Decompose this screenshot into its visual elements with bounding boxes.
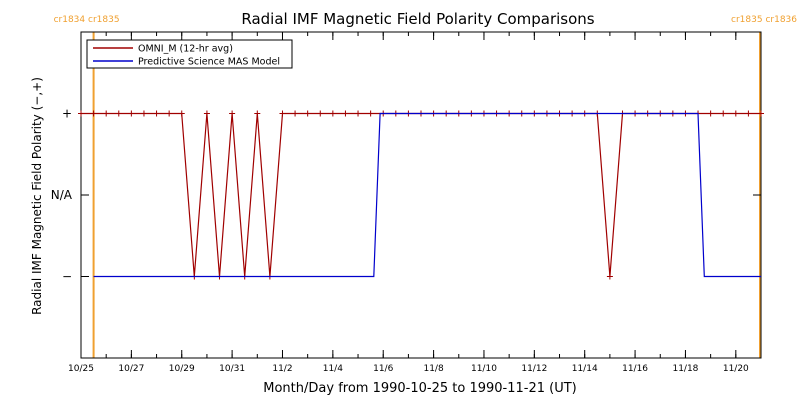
series-0-point-12	[229, 110, 236, 117]
series-0-point-50	[707, 110, 714, 117]
series-0-point-17	[292, 110, 299, 117]
x-tick-label: 11/16	[622, 364, 648, 374]
series-0-point-5	[140, 110, 147, 117]
series-0-point-53	[745, 110, 752, 117]
series-0-point-6	[153, 110, 160, 117]
chart-title: Radial IMF Magnetic Field Polarity Compa…	[241, 10, 594, 28]
series-line-0	[81, 112, 761, 277]
y-tick-label: N/A	[51, 188, 73, 202]
legend: OMNI_M (12-hr avg) Predictive Science MA…	[86, 39, 293, 69]
y-tick-label: −	[62, 270, 72, 284]
series-0-point-10	[203, 110, 210, 117]
legend-label-omni: OMNI_M (12-hr avg)	[138, 44, 233, 55]
x-tick-label: 11/18	[672, 364, 698, 374]
x-axis-label: Month/Day from 1990-10-25 to 1990-11-21 …	[263, 381, 576, 396]
x-tick-label: 11/2	[272, 364, 292, 374]
legend-label-mas: Predictive Science MAS Model	[138, 57, 280, 68]
x-tick-label: 11/8	[423, 364, 443, 374]
series-0-point-54	[758, 110, 764, 117]
series-0-point-23	[367, 110, 374, 117]
series-0-point-1	[90, 110, 97, 117]
series-line-1	[93, 112, 761, 278]
series-0-point-22	[355, 110, 362, 117]
series-0-point-16	[279, 110, 286, 117]
carrington-label-0: cr1834 cr1835	[54, 15, 120, 25]
series-0-point-14	[254, 110, 261, 117]
series-0-point-18	[304, 110, 311, 117]
x-tick-label: 10/27	[118, 364, 144, 374]
series-layer	[78, 110, 764, 280]
x-tick-label: 10/31	[219, 364, 245, 374]
y-tick-label: +	[62, 107, 72, 121]
series-0-point-42	[606, 273, 613, 280]
x-tick-label: 11/6	[373, 364, 393, 374]
y-axis-label: Radial IMF Magnetic Field Polarity (−,+)	[30, 77, 44, 315]
series-0-point-2	[103, 110, 110, 117]
series-0-point-3	[115, 110, 122, 117]
carrington-label-1: cr1835 cr1836	[731, 15, 797, 25]
series-0-point-7	[166, 110, 173, 117]
series-0-point-51	[720, 110, 727, 117]
legend-box	[86, 39, 293, 69]
x-tick-label: 11/14	[572, 364, 598, 374]
x-tick-label: 11/10	[471, 364, 497, 374]
x-tick-label: 11/4	[323, 364, 343, 374]
series-0-point-52	[732, 110, 739, 117]
plot-frame	[80, 31, 762, 359]
series-0-point-21	[342, 110, 349, 117]
series-0-point-8	[178, 110, 185, 117]
axis-ticks: 10/25 10/27 10/29 10/31 11/2 11/4 11/6 11/8 11/1…	[51, 32, 762, 374]
x-tick-label: 11/20	[723, 364, 749, 374]
series-0-point-0	[78, 110, 84, 117]
series-0-point-4	[128, 110, 135, 117]
series-0-point-19	[317, 110, 324, 117]
x-tick-label: 11/12	[521, 364, 547, 374]
series-0-point-20	[329, 110, 336, 117]
x-tick-label: 10/25	[68, 364, 94, 374]
x-tick-label: 10/29	[169, 364, 195, 374]
